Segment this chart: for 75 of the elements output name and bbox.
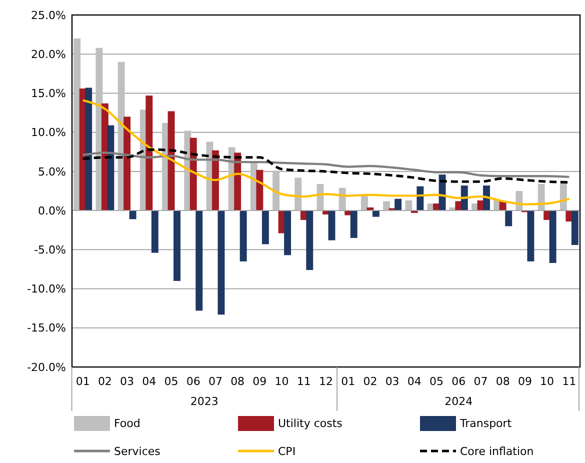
x-tick-label: 11 [296,375,311,388]
x-tick-label: 09 [252,375,267,388]
bar [256,170,264,211]
y-tick-label: -10.0% [27,282,66,296]
bar [394,198,402,211]
x-tick-label: 05 [164,375,178,388]
bar [460,186,468,211]
bar [74,38,81,211]
legend-label: CPI [278,444,296,458]
bar [328,210,336,240]
x-tick-label: 04 [142,375,156,388]
x-tick-label: 07 [208,375,222,388]
bar [146,96,153,211]
bar [272,170,280,211]
y-tick-label: 10.0% [31,126,66,140]
y-tick-label: -15.0% [27,322,66,335]
x-tick-label: 03 [385,375,400,388]
legend-label: Core inflation [460,444,534,458]
text: 2024 [444,395,473,408]
bar [527,210,534,262]
x-tick-label: 06 [452,375,466,388]
x-tick-label: 10 [540,375,554,388]
bar [151,210,158,253]
bar [174,210,180,281]
bar [350,210,358,238]
bar [218,210,225,315]
bar [483,186,490,211]
y-tick-label: 20.0% [31,48,66,61]
y-tick-label: 15.0% [31,87,66,100]
bar [383,201,390,211]
x-tick-label: 05 [430,375,444,388]
text: 2023 [190,395,218,408]
bar [571,210,578,245]
x-tick-label: 12 [319,375,333,388]
legend-label: Transport [459,416,512,430]
bar [505,210,512,226]
x-tick-label: 08 [496,375,510,388]
bar [107,125,114,211]
bar [129,210,136,220]
bar [360,196,368,211]
x-tick-label: 02 [98,375,112,388]
x-tick-label: 03 [120,375,134,388]
y-tick-label: 5.0% [38,165,66,178]
bar [284,210,292,256]
x-tick-label: 06 [186,375,200,388]
bar [262,210,269,244]
line-series [82,148,570,184]
y-tick-label: 25.0% [31,8,66,22]
x-tick-label: 10 [274,375,289,388]
y-tick-label: -5.0% [34,244,66,257]
legend-label: Food [114,416,140,430]
x-tick-label: 04 [407,375,422,388]
x-tick-label: 11 [562,375,576,388]
y-tick-label: -20.0% [27,360,66,374]
bar [85,88,92,211]
x-tick-label: 07 [474,375,488,388]
line-series [82,152,570,178]
line-series [82,99,570,206]
bar [294,178,302,211]
x-tick-label: 09 [518,375,532,388]
y-tick-label: 0.0% [38,204,66,218]
bar [306,210,314,270]
bar [549,210,556,263]
x-tick-label: 01 [341,375,356,388]
x-tick-label: 08 [230,375,245,388]
bar [240,210,247,262]
x-tick-label: 02 [363,375,378,388]
bar [196,210,203,311]
legend-label: Services [114,444,161,458]
bar [372,210,380,217]
x-tick-label: 01 [76,375,90,388]
legend-label: Utility costs [278,416,343,430]
bar [538,184,545,211]
bar [405,200,412,211]
bar [124,116,131,211]
